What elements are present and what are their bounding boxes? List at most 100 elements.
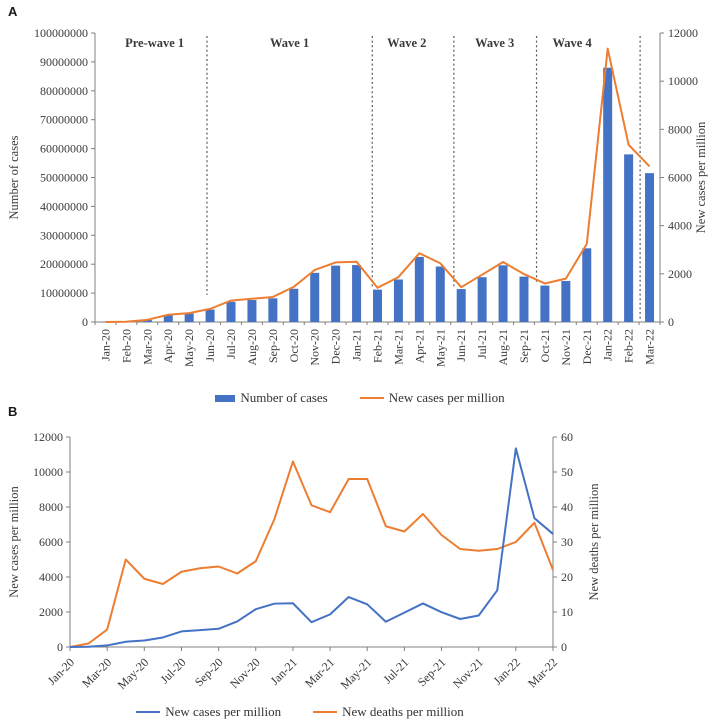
wave-labels: Pre-wave 1 Wave 1 Wave 2 Wave 3 Wave 4 xyxy=(125,36,592,50)
bar xyxy=(226,301,236,322)
x-axis-ticks xyxy=(94,322,661,325)
month-label: Jun-21 xyxy=(454,329,468,362)
month-label: Nov-21 xyxy=(450,655,486,691)
month-label: Mar-21 xyxy=(391,329,405,365)
legend-item-new-cases-per-million: New cases per million xyxy=(136,704,281,720)
month-label: May-20 xyxy=(115,655,152,692)
month-label: Feb-20 xyxy=(119,329,133,363)
tick-label: 4000 xyxy=(39,570,63,584)
month-label: Sep-21 xyxy=(517,329,531,363)
bar xyxy=(477,277,487,322)
bar-swatch-icon xyxy=(215,394,236,402)
x-axis-ticks xyxy=(69,647,554,651)
bar xyxy=(163,315,173,322)
month-label: Jul-21 xyxy=(380,655,411,686)
tick-label: 60 xyxy=(561,430,573,444)
x-axis-labels: Jan-20 Mar-20 May-20 Jul-20 Sep-20 Nov-20 Jan-… xyxy=(45,655,561,692)
tick-label: 60000000 xyxy=(40,142,88,156)
tick-label: 10000000 xyxy=(40,286,88,300)
tick-label: 0 xyxy=(561,640,567,654)
tick-label: 0 xyxy=(57,640,63,654)
month-label: Aug-21 xyxy=(496,329,510,366)
tick-label: 10000 xyxy=(33,465,63,479)
legend-label: New deaths per million xyxy=(342,704,464,719)
bar xyxy=(603,67,613,323)
bar xyxy=(519,276,529,322)
month-label: Dec-20 xyxy=(329,329,343,364)
legend-item-new-cases-per-million: New cases per million xyxy=(359,390,505,406)
month-label: Sep-20 xyxy=(266,329,280,363)
bar xyxy=(247,300,257,322)
bar xyxy=(456,289,466,322)
month-label: Jan-20 xyxy=(98,329,112,361)
month-label: Mar-21 xyxy=(302,655,337,690)
bar xyxy=(435,266,445,322)
tick-label: 40000000 xyxy=(40,199,88,213)
bar xyxy=(582,248,592,322)
month-label: Jul-21 xyxy=(475,329,489,359)
bar xyxy=(645,173,655,322)
wave-label: Wave 2 xyxy=(387,36,426,50)
tick-label: 12000 xyxy=(668,26,698,40)
tick-label: 50000000 xyxy=(40,171,88,185)
bar xyxy=(310,272,320,322)
wave-label: Wave 3 xyxy=(475,36,514,50)
bar xyxy=(352,265,362,322)
month-label: Jan-21 xyxy=(268,655,301,688)
panel-b-legend: New cases per million New deaths per mil… xyxy=(40,704,560,720)
month-label: May-20 xyxy=(182,329,196,367)
month-label: Sep-20 xyxy=(192,655,226,689)
month-label: Apr-21 xyxy=(412,329,426,363)
month-label: Jan-22 xyxy=(601,329,615,361)
wave-boundaries xyxy=(206,36,641,319)
y-axis-right-ticks: 12000 10000 8000 6000 4000 2000 0 xyxy=(660,26,698,329)
bar xyxy=(373,289,382,322)
y-axis-left-ticks: 1000000009000000080000000700000006000000… xyxy=(34,26,95,329)
month-label: Nov-20 xyxy=(227,655,263,691)
x-axis-labels: Jan-20 Feb-20 Mar-20 Apr-20 May-20 Jun-20 Jul-… xyxy=(98,329,656,367)
bar xyxy=(624,154,634,322)
tick-label: 70000000 xyxy=(40,113,88,127)
tick-label: 12000 xyxy=(33,430,63,444)
bar xyxy=(331,265,341,322)
month-label: Feb-22 xyxy=(622,329,636,363)
month-label: Mar-22 xyxy=(643,329,657,365)
bar xyxy=(498,265,508,322)
tick-label: 8000 xyxy=(39,500,63,514)
axes xyxy=(69,437,554,648)
month-label: May-21 xyxy=(433,329,447,367)
legend-item-number-of-cases: Number of cases xyxy=(215,390,328,406)
month-label: Oct-21 xyxy=(538,329,552,362)
legend-label: Number of cases xyxy=(240,390,328,405)
month-label: May-21 xyxy=(338,655,375,692)
tick-label: 20000000 xyxy=(40,257,88,271)
tick-label: 8000 xyxy=(668,122,692,136)
tick-label: 80000000 xyxy=(40,84,88,98)
month-label: Mar-22 xyxy=(525,655,560,690)
bar xyxy=(268,298,278,322)
tick-label: 0 xyxy=(82,315,88,329)
line-swatch-icon xyxy=(313,711,338,713)
month-label: Jul-20 xyxy=(224,329,238,359)
tick-label: 10 xyxy=(561,605,573,619)
tick-label: 6000 xyxy=(668,171,692,185)
bar xyxy=(289,288,299,322)
tick-label: 30000000 xyxy=(40,228,88,242)
bar xyxy=(561,280,571,322)
bars-number-of-cases xyxy=(100,67,655,323)
tick-label: 20 xyxy=(561,570,573,584)
y-axis-left-title: New cases per million xyxy=(7,486,21,598)
month-label: Sep-21 xyxy=(415,655,449,689)
y-axis-right-title: New cases per million xyxy=(694,121,708,233)
panel-a-label: A xyxy=(8,4,18,19)
month-label: Apr-20 xyxy=(161,329,175,363)
line-new-deaths-per-million xyxy=(69,460,554,648)
legend-item-new-deaths-per-million: New deaths per million xyxy=(313,704,464,720)
bar xyxy=(393,279,403,322)
month-label: Mar-20 xyxy=(79,655,114,690)
month-label: Dec-21 xyxy=(580,329,594,364)
month-label: Mar-20 xyxy=(140,329,154,365)
wave-label: Wave 1 xyxy=(270,36,309,50)
panel-b-label: B xyxy=(8,404,18,419)
line-swatch-icon xyxy=(136,711,161,713)
